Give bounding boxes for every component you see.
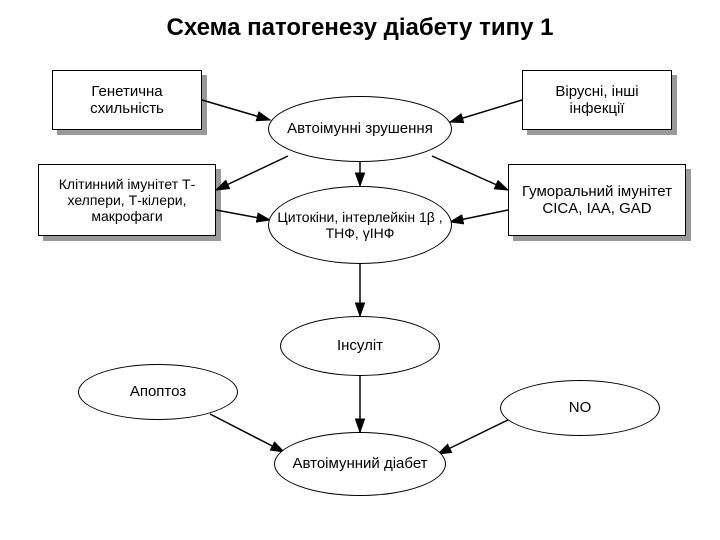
page-title: Схема патогенезу діабету типу 1 (0, 14, 720, 42)
node-genetic: Генетична схильність (52, 70, 202, 130)
title-text: Схема патогенезу діабету типу 1 (167, 14, 554, 41)
arrow-apoptosis-autodm (210, 414, 284, 452)
node-apoptosis: Апоптоз (78, 364, 238, 420)
node-no: NO (500, 380, 660, 436)
node-label: Гуморальний імунітет CICA, IAA, GAD (517, 183, 677, 218)
node-label: Інсуліт (337, 337, 383, 354)
node-insulit: Інсуліт (280, 316, 440, 376)
arrow-autoimm-cellimm (216, 156, 288, 190)
node-cellimm: Клітинний імунітет Т-хелпери, Т-кілери, … (38, 164, 216, 236)
node-label: Цитокіни, інтерлейкін 1β , ТНФ, γІНФ (277, 209, 443, 241)
node-label: Автоімунний діабет (292, 455, 427, 472)
node-label: Генетична схильність (61, 83, 193, 118)
arrow-cellimm-cytokines (216, 210, 270, 220)
arrow-no-autodm (438, 418, 512, 454)
arrow-autoimm-humor (432, 156, 508, 190)
node-viral: Вірусні, інші інфекції (522, 70, 672, 130)
stage: { "type": "flowchart", "canvas": { "w": … (0, 0, 720, 540)
node-label: Клітинний імунітет Т-хелпери, Т-кілери, … (47, 176, 207, 224)
node-cytokines: Цитокіни, інтерлейкін 1β , ТНФ, γІНФ (268, 186, 452, 264)
node-label: Автоімунні зрушення (287, 120, 433, 137)
node-autoimm: Автоімунні зрушення (268, 96, 452, 162)
arrow-viral-autoimm (450, 100, 522, 122)
node-autodm: Автоімунний діабет (274, 432, 446, 496)
node-humor: Гуморальний імунітет CICA, IAA, GAD (508, 164, 686, 236)
arrow-genetic-autoimm (202, 100, 270, 120)
node-label: NO (569, 399, 592, 416)
arrow-humor-cytokines (450, 210, 508, 222)
node-label: Апоптоз (130, 383, 186, 400)
node-label: Вірусні, інші інфекції (531, 83, 663, 118)
